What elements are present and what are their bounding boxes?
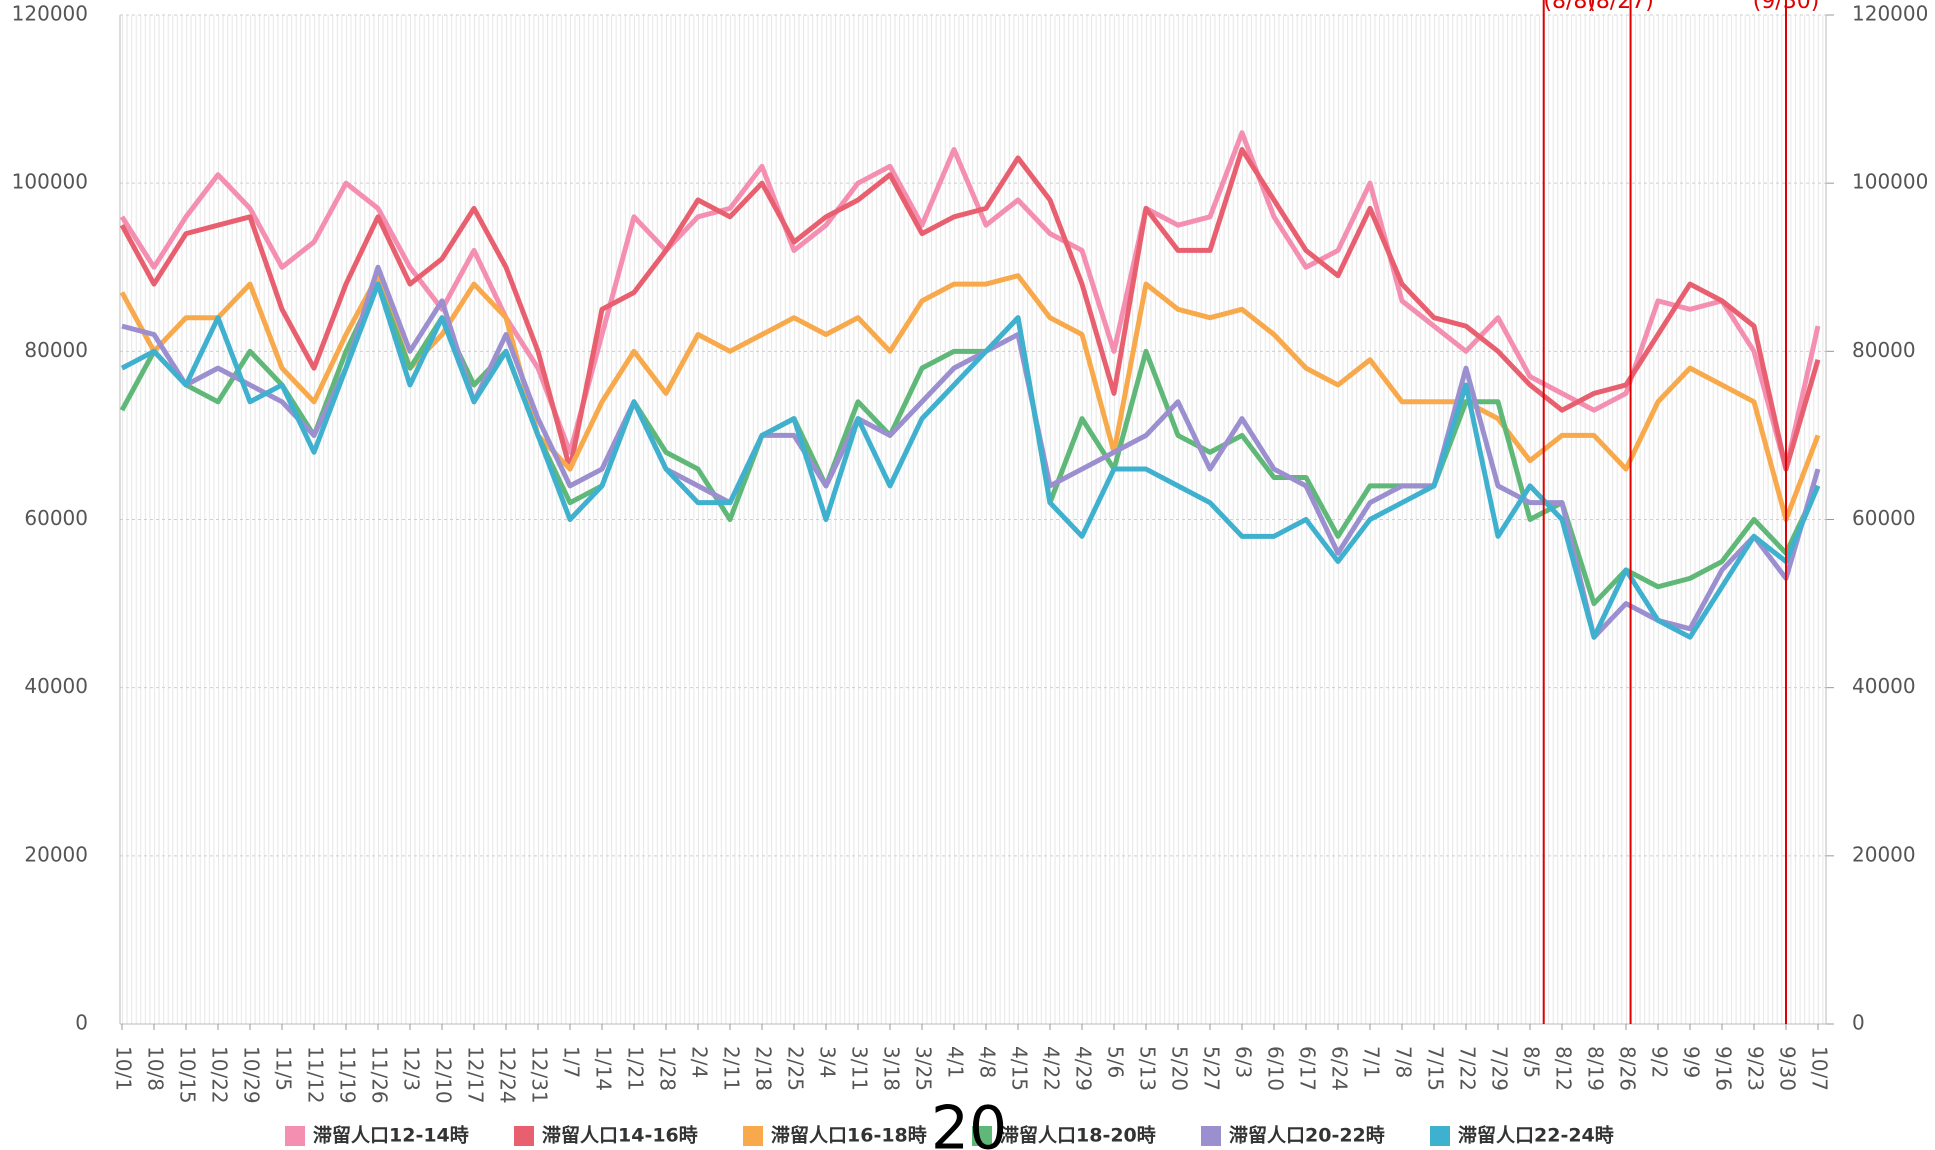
x-tick-label: 5/20 (1168, 1046, 1192, 1091)
legend-swatch (514, 1126, 534, 1146)
y2-tick-label: 20000 (1852, 842, 1916, 866)
x-tick-label: 8/26 (1616, 1046, 1640, 1091)
x-tick-label: 3/18 (880, 1046, 904, 1091)
x-tick-label: 8/12 (1552, 1046, 1576, 1091)
x-tick-label: 12/17 (464, 1046, 488, 1104)
legend-label: 滞留人口18-20時 (1000, 1125, 1156, 1147)
series-line (119, 130, 1821, 472)
x-tick-label: 3/4 (816, 1046, 840, 1078)
x-tick-label: 1/7 (560, 1046, 584, 1078)
x-tick-label: 5/13 (1136, 1046, 1160, 1091)
x-tick-label: 7/8 (1392, 1046, 1416, 1078)
legend-swatch (743, 1126, 763, 1146)
annotation-label: (8/27) (1587, 0, 1654, 14)
legend-label: 滞留人口20-22時 (1229, 1125, 1385, 1147)
y-tick-label: 120000 (12, 2, 88, 26)
x-tick-label: 9/2 (1648, 1046, 1672, 1078)
x-tick-label: 6/10 (1264, 1046, 1288, 1091)
x-tick-label: 6/3 (1232, 1046, 1256, 1078)
y-tick-label: 60000 (24, 506, 88, 530)
y-tick-label: 20000 (24, 842, 88, 866)
x-tick-label: 10/29 (240, 1046, 264, 1104)
x-tick-label: 8/19 (1584, 1046, 1608, 1091)
x-tick-label: 1/21 (624, 1046, 648, 1091)
x-tick-label: 4/29 (1072, 1046, 1096, 1091)
x-tick-label: 9/30 (1776, 1046, 1800, 1091)
x-tick-label: 11/12 (304, 1046, 328, 1104)
legend-label: 滞留人口16-18時 (771, 1125, 927, 1147)
x-tick-label: 2/11 (720, 1046, 744, 1091)
y2-tick-label: 100000 (1852, 170, 1928, 194)
x-tick-label: 4/22 (1040, 1046, 1064, 1091)
legend-label: 滞留人口22-24時 (1458, 1125, 1614, 1147)
annotation-label: (8/8) (1543, 0, 1596, 14)
x-tick-label: 8/5 (1520, 1046, 1544, 1078)
x-tick-label: 1/28 (656, 1046, 680, 1091)
series-line (119, 281, 1821, 607)
x-tick-label: 6/24 (1328, 1046, 1352, 1091)
x-tick-label: 11/26 (368, 1046, 392, 1104)
overlay-text: 20 (931, 1094, 1007, 1150)
x-tick-label: 4/15 (1008, 1046, 1032, 1091)
legend-label: 滞留人口14-16時 (542, 1125, 698, 1147)
x-tick-label: 10/15 (176, 1046, 200, 1104)
y-tick-label: 80000 (24, 338, 88, 362)
y-tick-label: 100000 (12, 170, 88, 194)
x-tick-label: 10/7 (1808, 1046, 1832, 1091)
x-tick-label: 6/17 (1296, 1046, 1320, 1091)
x-tick-label: 2/25 (784, 1046, 808, 1091)
y2-tick-label: 40000 (1852, 674, 1916, 698)
x-tick-label: 9/9 (1680, 1046, 1704, 1078)
x-tick-label: 7/22 (1456, 1046, 1480, 1091)
x-tick-label: 10/22 (208, 1046, 232, 1104)
series-line (121, 264, 1821, 640)
y2-tick-label: 120000 (1852, 2, 1928, 26)
x-tick-label: 12/10 (432, 1046, 456, 1104)
x-tick-label: 7/15 (1424, 1046, 1448, 1091)
legend-swatch (1430, 1126, 1450, 1146)
series-line (120, 281, 1821, 640)
y2-tick-label: 80000 (1852, 338, 1916, 362)
x-tick-label: 12/24 (496, 1046, 520, 1104)
annotation-label: (9/30) (1753, 0, 1820, 14)
x-tick-label: 2/4 (688, 1046, 712, 1078)
x-tick-label: 4/1 (944, 1046, 968, 1078)
x-tick-label: 11/19 (336, 1046, 360, 1104)
y2-tick-label: 0 (1852, 1011, 1865, 1035)
y-tick-label: 0 (75, 1011, 88, 1035)
legend-swatch (1201, 1126, 1221, 1146)
x-tick-label: 3/25 (912, 1046, 936, 1091)
x-tick-label: 7/29 (1488, 1046, 1512, 1091)
x-tick-label: 11/5 (272, 1046, 296, 1091)
y2-tick-label: 60000 (1852, 506, 1916, 530)
legend-label: 滞留人口12-14時 (313, 1125, 469, 1147)
x-tick-label: 10/1 (112, 1046, 136, 1091)
x-tick-label: 5/27 (1200, 1046, 1224, 1091)
x-tick-label: 4/8 (976, 1046, 1000, 1078)
x-tick-label: 5/6 (1104, 1046, 1128, 1078)
x-tick-label: 3/11 (848, 1046, 872, 1091)
legend: 滞留人口12-14時 滞留人口14-16時 滞留人口16-18時 滞留人口18-20時… (285, 1125, 1614, 1147)
x-tick-label: 9/23 (1744, 1046, 1768, 1091)
x-tick-label: 10/8 (144, 1046, 168, 1091)
x-tick-label: 9/16 (1712, 1046, 1736, 1091)
x-tick-label: 12/31 (528, 1046, 552, 1104)
legend-swatch (285, 1126, 305, 1146)
x-tick-label: 2/18 (752, 1046, 776, 1091)
y-tick-label: 40000 (24, 674, 88, 698)
legend-swatch (972, 1126, 992, 1146)
series-line (119, 147, 1821, 472)
x-tick-label: 1/14 (592, 1046, 616, 1091)
x-tick-label: 7/1 (1360, 1046, 1384, 1078)
x-tick-label: 12/3 (400, 1046, 424, 1091)
